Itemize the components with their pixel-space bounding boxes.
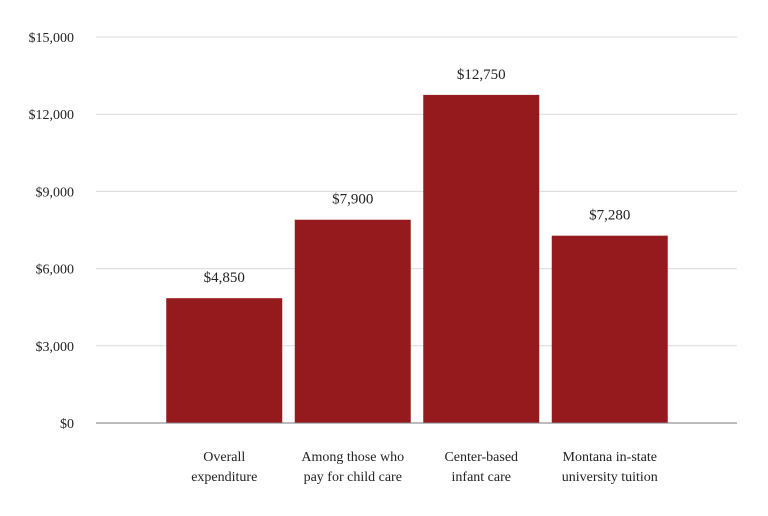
category-label: university tuition: [562, 470, 658, 485]
y-axis-tick-labels: $0 $3,000 $6,000 $9,000 $12,000 $15,000: [29, 31, 75, 432]
y-tick-label: $9,000: [36, 185, 75, 200]
data-label: $7,900: [332, 192, 373, 208]
category-label: Center-based: [444, 450, 518, 465]
y-tick-label: $15,000: [29, 31, 75, 46]
category-labels: Overall expenditure Among those who pay for…: [191, 450, 658, 485]
data-label: $7,280: [589, 208, 630, 224]
data-labels: $4,850 $7,900 $12,750 $7,280: [204, 67, 631, 286]
category-label: Montana in-state: [563, 450, 657, 465]
category-label: infant care: [452, 470, 511, 485]
bars: [166, 94, 668, 424]
category-label: pay for child care: [304, 470, 402, 485]
bar: [166, 298, 283, 423]
category-label: Overall: [203, 450, 245, 465]
data-label: $4,850: [204, 270, 245, 286]
category-label: Among those who: [301, 450, 404, 465]
y-tick-label: $3,000: [36, 340, 75, 355]
data-label: $12,750: [457, 67, 506, 83]
bar: [551, 235, 668, 423]
y-tick-label: $0: [60, 417, 74, 432]
bar: [423, 94, 540, 424]
y-tick-label: $6,000: [36, 263, 75, 278]
bar: [294, 219, 411, 423]
category-label: expenditure: [191, 470, 257, 485]
y-tick-label: $12,000: [29, 108, 75, 123]
